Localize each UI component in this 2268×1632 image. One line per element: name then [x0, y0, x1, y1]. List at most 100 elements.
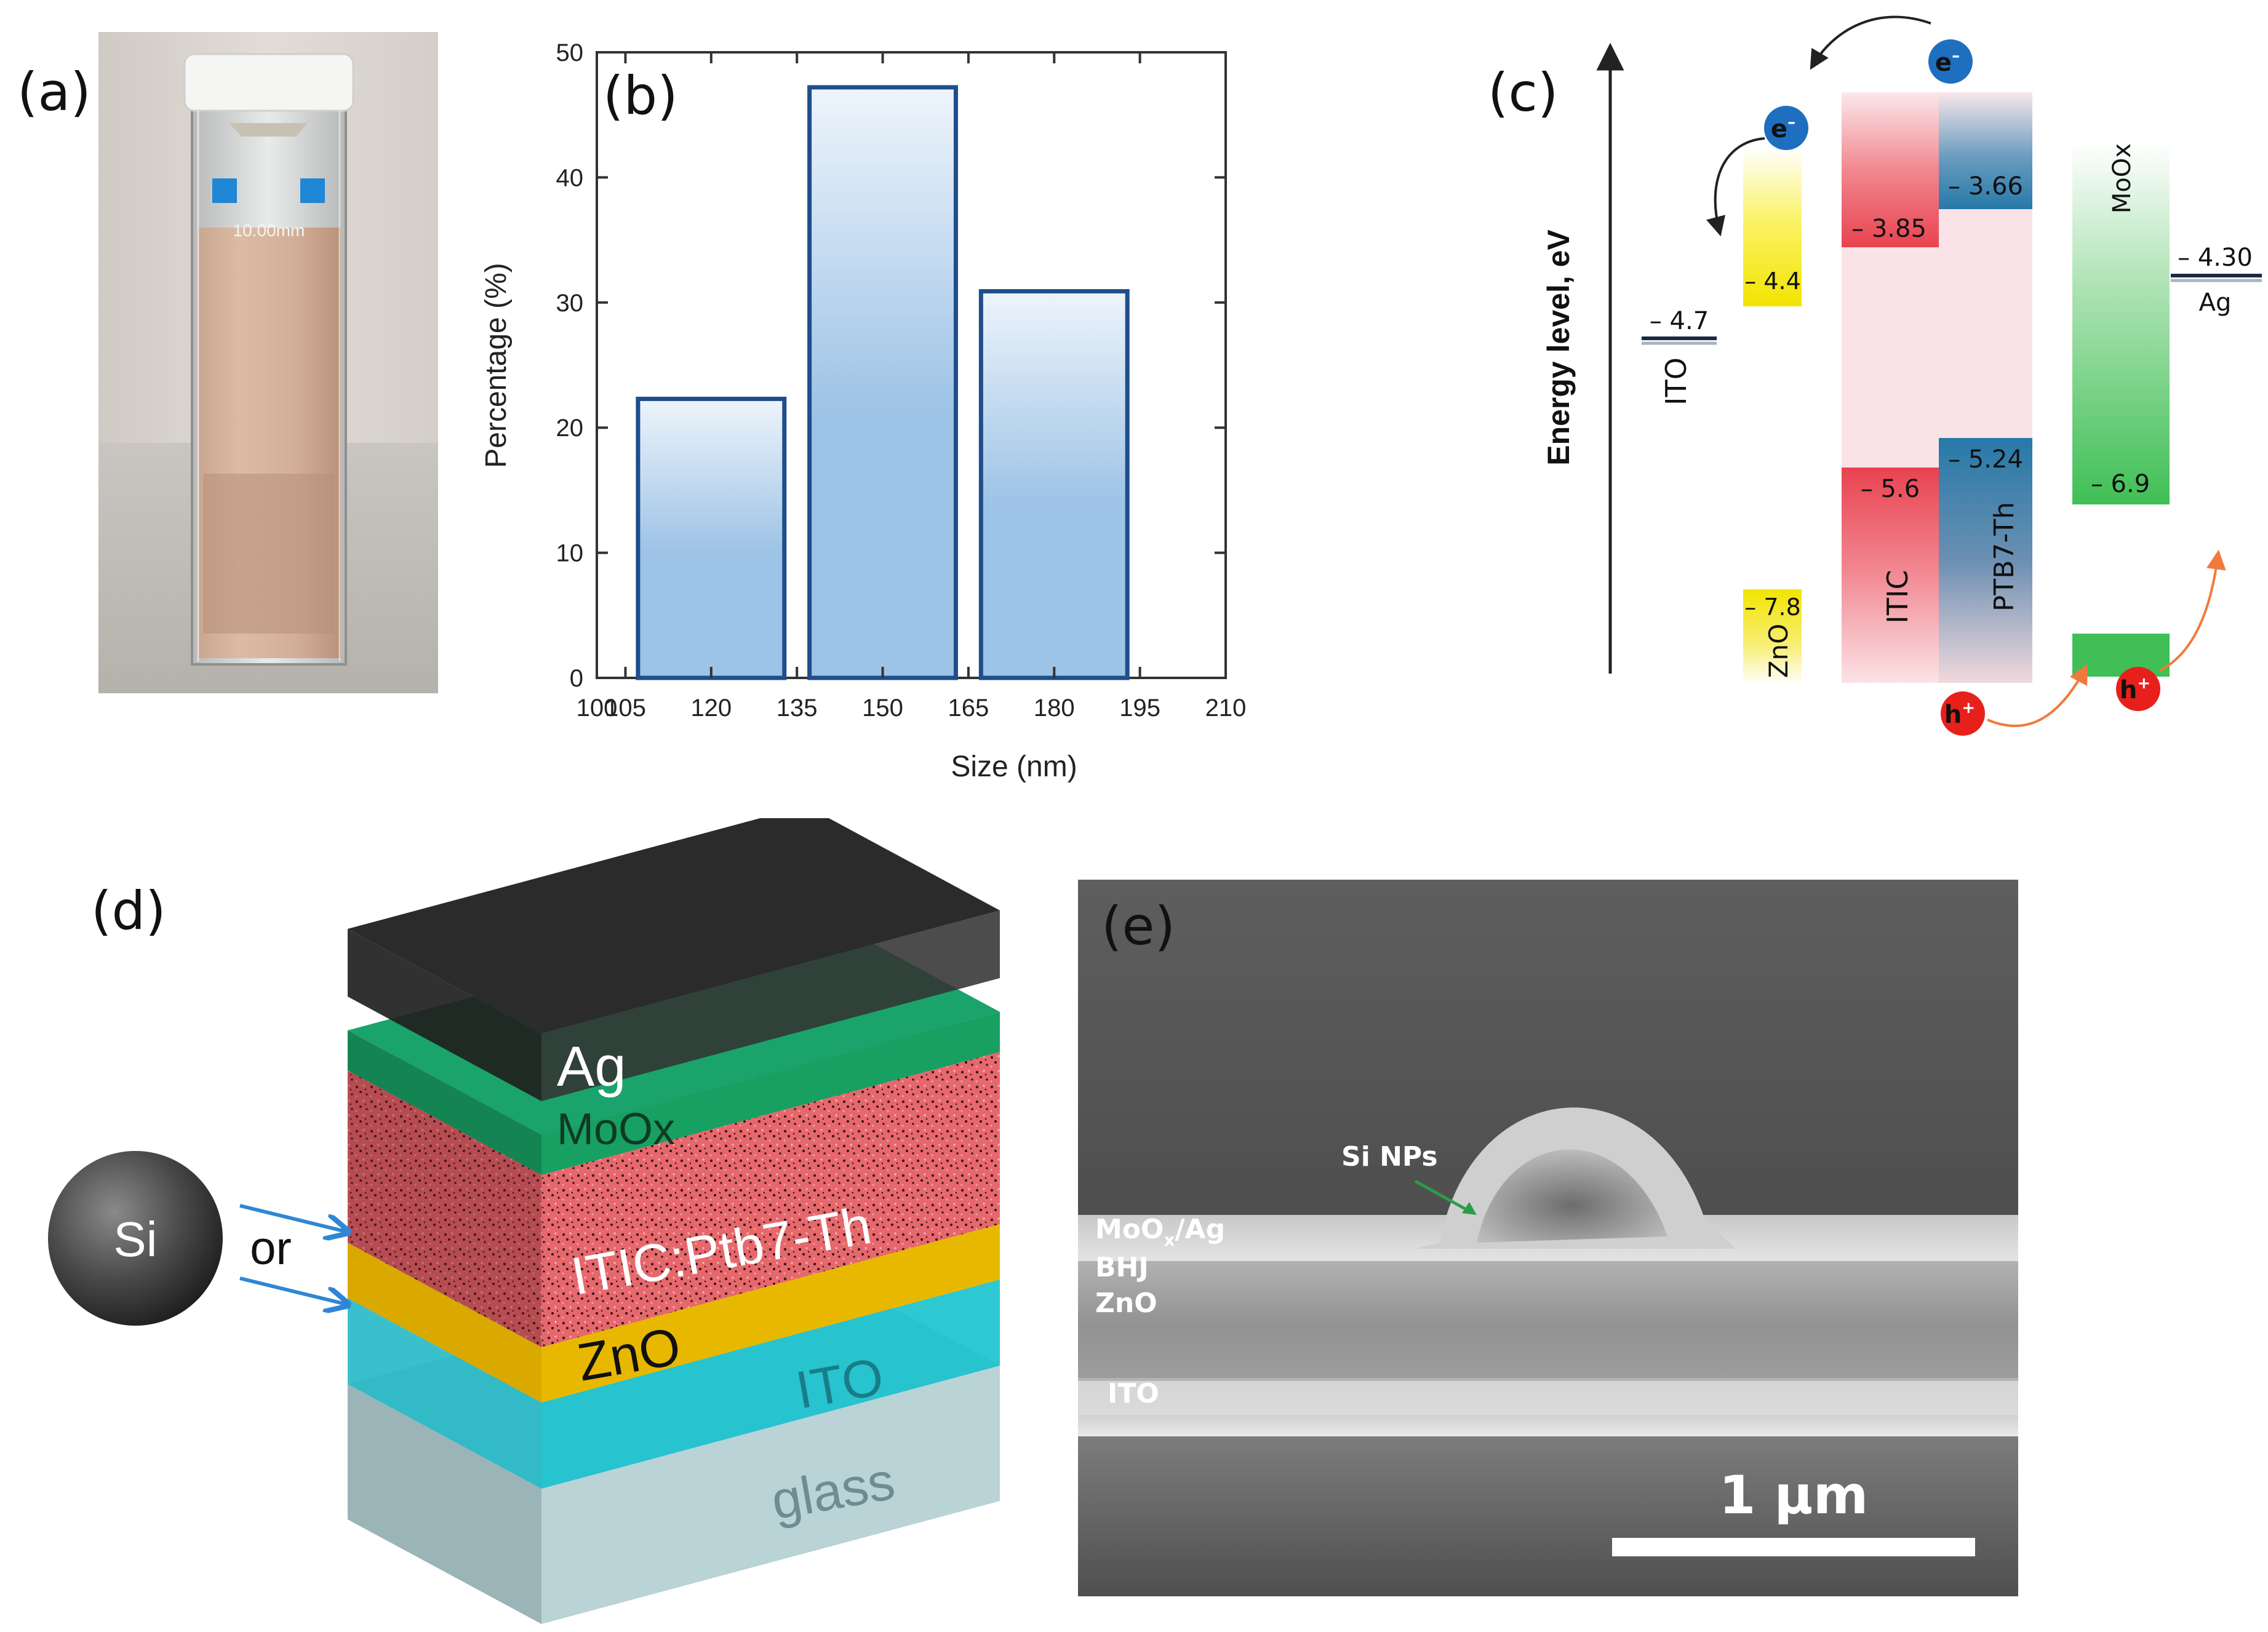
electron-transfer-arrow-2 — [1706, 137, 1765, 237]
ag-top-face — [348, 818, 1000, 1033]
layer-label-moox: MoOx — [557, 1105, 675, 1154]
scale-bar-label: 1 µm — [1719, 1465, 1869, 1526]
x-tick-label: 210 — [1205, 695, 1247, 722]
panel-c: (c) Energy level, eV – 4.7 ITO – 4.4 – 7… — [1477, 0, 2268, 800]
electron-lower: e– — [1764, 106, 1808, 150]
y-tick-label: 30 — [556, 290, 584, 317]
glass-side-face — [541, 1366, 1000, 1624]
blue-mark-right — [300, 178, 325, 203]
itic-lumo-value: – 3.85 — [1851, 215, 1927, 243]
ptb7-lumo-block — [1939, 92, 2032, 209]
x-axis-title: Size (nm) — [951, 750, 1077, 783]
zno-side-face — [541, 1224, 1000, 1403]
sem-label-ito: ITO — [1108, 1378, 1159, 1409]
x-tick-label: 195 — [1119, 695, 1160, 722]
svg-text:h+: h+ — [1944, 699, 1975, 729]
zno-lumo-value: – 4.4 — [1744, 268, 1801, 295]
ito-name: ITO — [1659, 357, 1693, 405]
blue-mark-left — [212, 178, 237, 203]
y-tick-label: 20 — [556, 415, 584, 442]
ag-front-face — [348, 929, 541, 1101]
panel-a: (a) — [0, 0, 468, 701]
panel-e: Si NPs MoOx/Ag BHJ ZnO ITO (e) 1 µm — [1046, 818, 2268, 1632]
panel-b: 0 10 20 30 40 50 100 105 120 135 150 165 180 195 210 (… — [468, 0, 1477, 800]
sem-pointer-head — [1462, 1202, 1477, 1215]
moox-homo-value: – 6.9 — [2091, 470, 2150, 498]
panel-a-label: (a) — [17, 62, 91, 123]
sem-substrate — [1078, 1436, 2018, 1596]
sem-label-bhj: BHJ — [1095, 1252, 1149, 1283]
x-tick-label: 100 — [577, 695, 618, 722]
panel-b-label: (b) — [603, 65, 678, 127]
moox-block — [2072, 141, 2170, 504]
moox-front-face — [348, 1030, 541, 1175]
insertion-arrow-upper — [239, 1204, 346, 1232]
ptb7-homo-value: – 5.24 — [1948, 445, 2023, 474]
x-tick-label: 165 — [948, 695, 989, 722]
cuvette-cap — [183, 53, 354, 112]
moox-name: MoOx — [2108, 143, 2136, 213]
zno-lumo-block — [1743, 148, 1802, 306]
itic-name: ITIC — [1881, 570, 1914, 623]
ptb7-homo-block — [1939, 438, 2032, 683]
cap-shadow — [229, 123, 308, 137]
bhj-front-shade — [348, 1070, 541, 1347]
panel-c-label: (c) — [1488, 62, 1558, 124]
si-nanoparticle — [48, 1151, 223, 1326]
or-label: or — [250, 1222, 292, 1275]
liquid-reflection — [203, 474, 335, 634]
glass-front-face — [348, 1384, 541, 1624]
sem-film-texture — [1078, 1261, 2018, 1378]
sem-label-si-nps: Si NPs — [1341, 1141, 1438, 1172]
device-structure: (d) Ag MoOx ITIC:Ptb7-Th ZnO ITO glass — [48, 818, 1000, 1624]
scale-bar — [1612, 1538, 1975, 1556]
x-tick-label: 120 — [690, 695, 732, 722]
ag-side-face — [541, 910, 1000, 1101]
itic-homo-block — [1842, 468, 1939, 683]
ptb7-lumo-value: – 3.66 — [1948, 172, 2023, 201]
svg-text:h+: h+ — [2120, 674, 2150, 704]
si-label: Si — [113, 1212, 157, 1267]
hole-left: h+ — [1941, 691, 1985, 736]
electron-transfer-arrow-1 — [1810, 15, 1931, 70]
ptb7-name: PTB7-Th — [1989, 502, 2020, 611]
moox-side-face — [541, 1012, 1000, 1175]
y-axis-title: Percentage (%) — [480, 263, 513, 468]
panel-d: (d) Ag MoOx ITIC:Ptb7-Th ZnO ITO glass — [0, 818, 1046, 1632]
sem-label-moox-ag: MoOx/Ag — [1095, 1214, 1225, 1250]
y-tick-label: 50 — [556, 39, 584, 66]
bar-180 — [978, 289, 1130, 680]
ito-side-face — [541, 1280, 1000, 1489]
x-tick-label: 180 — [1034, 695, 1075, 722]
itic-homo-value: – 5.6 — [1861, 475, 1920, 503]
zno-homo-block — [1743, 589, 1802, 685]
energy-axis-label: Energy level, eV — [1541, 229, 1576, 466]
zno-homo-value: – 7.8 — [1744, 594, 1801, 621]
moox-hole-level — [2072, 634, 2170, 677]
zno-name: ZnO — [1763, 624, 1794, 678]
energy-level-diagram: (c) Energy level, eV – 4.7 ITO – 4.4 – 7… — [1488, 15, 2262, 736]
sem-cross-section: Si NPs MoOx/Ag BHJ ZnO ITO (e) 1 µm — [1078, 880, 2018, 1596]
layer-label-ag: Ag — [557, 1035, 626, 1098]
ito-front-face — [348, 1298, 541, 1489]
insertion-arrow-lower — [239, 1276, 346, 1304]
sem-nanoparticle-core — [1477, 1149, 1667, 1243]
bar-150 — [807, 85, 958, 680]
x-tick-label: 105 — [605, 695, 646, 722]
svg-text:e–: e– — [1935, 47, 1960, 77]
electron-upper: e– — [1928, 39, 1973, 84]
cuvette-mark: 10.00mm — [233, 221, 305, 240]
itic-lumo-block — [1842, 92, 1939, 247]
bar-120 — [636, 396, 787, 680]
y-tick-label: 0 — [570, 665, 583, 692]
hole-right: h+ — [2116, 667, 2160, 711]
sem-ito-bright — [1078, 1381, 2018, 1415]
sem-pointer-arrow — [1414, 1179, 1472, 1214]
ag-level-value: – 4.30 — [2178, 244, 2253, 272]
sem-label-zno: ZnO — [1095, 1288, 1157, 1319]
x-tick-label: 150 — [862, 695, 903, 722]
cuvette-photo: 10.00mm — [98, 32, 438, 693]
x-tick-label: 135 — [777, 695, 818, 722]
y-tick-label: 10 — [556, 540, 584, 567]
